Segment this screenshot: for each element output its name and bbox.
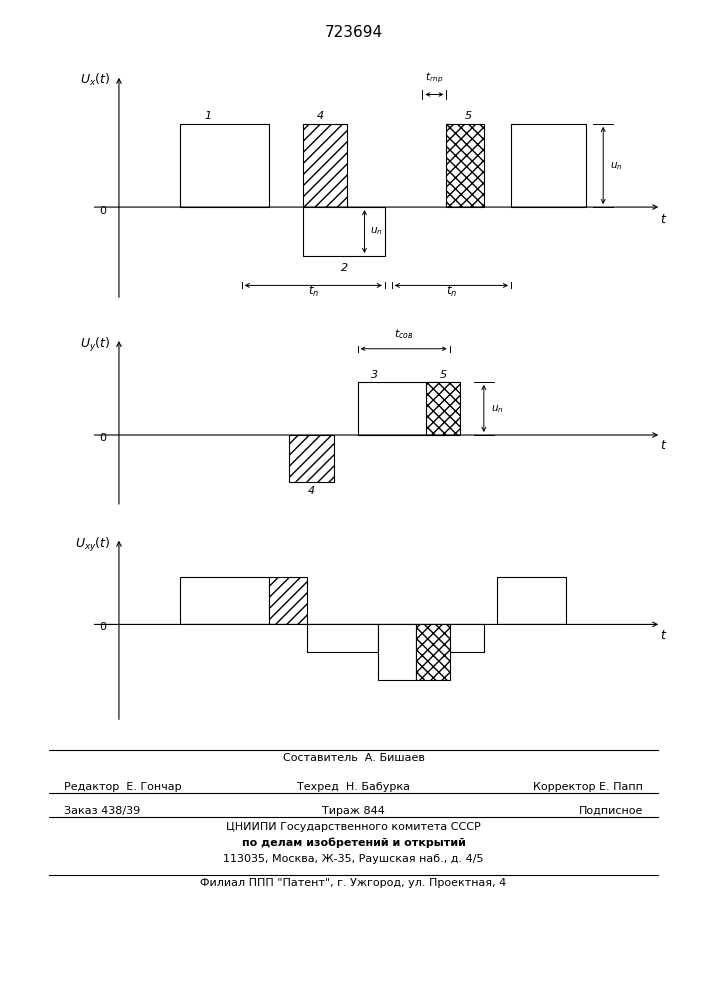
Text: 4: 4 — [308, 486, 315, 496]
Bar — [303, 207, 385, 256]
Text: $t$: $t$ — [660, 213, 667, 226]
Text: $t$: $t$ — [660, 439, 667, 452]
Text: Заказ 438/39: Заказ 438/39 — [64, 806, 140, 816]
Text: 0: 0 — [100, 433, 107, 443]
Text: 0: 0 — [100, 622, 107, 632]
Text: 113035, Москва, Ж-35, Раушская наб., д. 4/5: 113035, Москва, Ж-35, Раушская наб., д. … — [223, 854, 484, 864]
Bar — [303, 124, 347, 207]
Text: Подписное: Подписное — [579, 806, 643, 816]
Bar — [180, 577, 269, 624]
Text: Редактор  Е. Гончар: Редактор Е. Гончар — [64, 782, 181, 792]
Text: Техред  Н. Бабурка: Техред Н. Бабурка — [297, 782, 410, 792]
Text: Корректор Е. Папп: Корректор Е. Папп — [534, 782, 643, 792]
Text: $U_{xy}(t)$: $U_{xy}(t)$ — [76, 536, 111, 554]
Text: $U_y(t)$: $U_y(t)$ — [81, 336, 111, 354]
Text: $t_{гnр}$: $t_{гnр}$ — [426, 70, 444, 85]
Text: Составитель  А. Бишаев: Составитель А. Бишаев — [283, 753, 424, 763]
Text: $t_n$: $t_n$ — [446, 284, 457, 299]
Text: $U_x(t)$: $U_x(t)$ — [81, 72, 111, 88]
Text: $t$: $t$ — [660, 629, 667, 642]
Bar — [450, 624, 484, 652]
Bar — [511, 124, 586, 207]
Text: Филиал ППП "Патент", г. Ужгород, ул. Проектная, 4: Филиал ППП "Патент", г. Ужгород, ул. Про… — [200, 878, 507, 888]
Bar — [180, 124, 269, 207]
Text: 4: 4 — [317, 111, 324, 121]
Text: 723694: 723694 — [325, 25, 382, 40]
Bar — [426, 382, 460, 435]
Bar — [289, 435, 334, 482]
Text: 5: 5 — [439, 370, 447, 380]
Bar — [269, 577, 307, 624]
Text: Тираж 844: Тираж 844 — [322, 806, 385, 816]
Text: 2: 2 — [341, 263, 348, 273]
Bar — [378, 624, 416, 680]
Text: 3: 3 — [371, 370, 378, 380]
Text: 0: 0 — [100, 206, 107, 216]
Bar — [307, 624, 378, 652]
Text: ЦНИИПИ Государственного комитета СССР: ЦНИИПИ Государственного комитета СССР — [226, 822, 481, 832]
Text: $u_n$: $u_n$ — [370, 226, 382, 237]
Text: $u_n$: $u_n$ — [491, 403, 503, 415]
Bar — [358, 382, 450, 435]
Bar — [416, 624, 450, 680]
Text: по делам изобретений и открытий: по делам изобретений и открытий — [242, 838, 465, 848]
Bar — [498, 577, 566, 624]
Text: $t_n$: $t_n$ — [308, 284, 319, 299]
Text: $u_n$: $u_n$ — [610, 160, 623, 172]
Text: 5: 5 — [464, 111, 472, 121]
Text: 1: 1 — [204, 111, 211, 121]
Bar — [446, 124, 484, 207]
Text: $t_{сов}$: $t_{сов}$ — [395, 327, 414, 341]
